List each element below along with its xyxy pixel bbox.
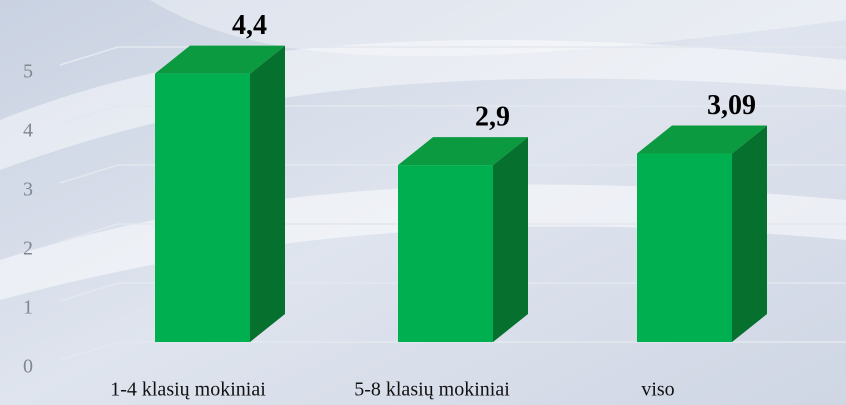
- x-tick-label: 5-8 klasių mokiniai: [354, 379, 510, 401]
- data-label: 4,4: [232, 10, 267, 41]
- y-tick-label: 1: [23, 297, 33, 319]
- x-tick-label: 1-4 klasių mokiniai: [110, 379, 266, 401]
- bar-top: [637, 125, 767, 154]
- grid: 0 1 2 3 4 5: [23, 46, 846, 378]
- bar-front: [398, 165, 493, 342]
- bar: [155, 45, 285, 342]
- grid-line: [59, 164, 846, 184]
- y-tick-label: 0: [23, 356, 33, 378]
- data-label: 3,09: [707, 90, 756, 121]
- y-tick-label: 3: [23, 179, 33, 201]
- bar-top: [398, 137, 528, 166]
- bar-side: [493, 137, 528, 342]
- y-tick-label: 5: [23, 61, 33, 83]
- bar: [398, 137, 528, 342]
- bar: [637, 125, 767, 342]
- data-label: 2,9: [475, 102, 510, 133]
- bar-front: [155, 73, 250, 342]
- grid-line: [59, 282, 846, 302]
- grid-line: [59, 46, 846, 66]
- swoosh: [150, 0, 846, 57]
- y-tick-label: 2: [23, 238, 33, 260]
- grid-line: [59, 341, 846, 361]
- grid-line: [59, 223, 846, 243]
- bars: 1-4 klasių mokiniai 4,4 5-8 klasių mokinia…: [110, 10, 767, 401]
- x-tick-label: viso: [641, 379, 674, 401]
- bar-side: [732, 125, 767, 342]
- grid-line: [59, 105, 846, 125]
- bar-front: [637, 153, 732, 342]
- bar-top: [155, 45, 285, 74]
- y-tick-label: 4: [23, 120, 33, 142]
- bar-side: [250, 45, 285, 342]
